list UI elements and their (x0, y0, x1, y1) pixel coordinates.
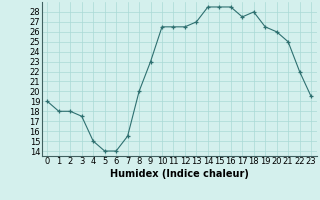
X-axis label: Humidex (Indice chaleur): Humidex (Indice chaleur) (110, 169, 249, 179)
